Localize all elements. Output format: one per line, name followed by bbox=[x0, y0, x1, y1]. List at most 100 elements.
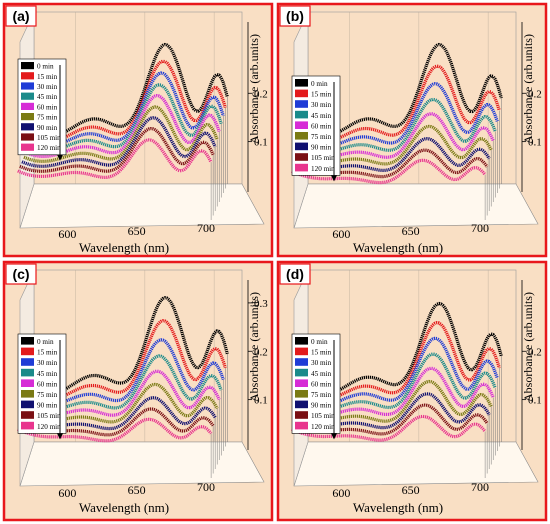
legend-label-8: 120 min bbox=[37, 423, 61, 431]
x-tick-label: 650 bbox=[128, 224, 146, 238]
legend-swatch-7 bbox=[21, 133, 34, 141]
legend-label-5: 75 min bbox=[311, 133, 332, 141]
legend-label-4: 60 min bbox=[311, 380, 332, 388]
legend-swatch-1 bbox=[21, 72, 34, 80]
legend-label-5: 75 min bbox=[37, 391, 58, 399]
x-tick-label: 600 bbox=[58, 486, 76, 500]
legend-label-5: 75 min bbox=[37, 114, 58, 122]
panel-label: (b) bbox=[286, 8, 304, 24]
series-line-6 bbox=[21, 116, 217, 168]
legend-swatch-5 bbox=[21, 113, 34, 121]
legend-swatch-2 bbox=[21, 358, 34, 366]
legend-swatch-4 bbox=[295, 379, 308, 387]
legend-swatch-1 bbox=[295, 347, 308, 356]
legend-swatch-8 bbox=[295, 163, 308, 172]
legend-label-1: 15 min bbox=[37, 349, 58, 357]
legend-label-3: 45 min bbox=[37, 370, 58, 378]
legend-swatch-7 bbox=[21, 411, 34, 419]
legend-swatch-8 bbox=[21, 421, 34, 430]
series-line-7 bbox=[19, 127, 215, 173]
y-tick-label: 0.1 bbox=[254, 395, 268, 407]
legend-label-7: 105 min bbox=[37, 134, 61, 142]
x-tick-label: 650 bbox=[402, 483, 420, 497]
y-axis-label: Absorbance (arb.units) bbox=[247, 292, 261, 402]
floor-plane bbox=[19, 441, 265, 487]
x-tick-label: 700 bbox=[197, 221, 215, 235]
legend-label-6: 90 min bbox=[311, 402, 332, 410]
x-tick-label: 700 bbox=[471, 221, 489, 235]
series-line-5 bbox=[23, 105, 219, 163]
legend-label-8: 120 min bbox=[37, 144, 61, 152]
legend-swatch-3 bbox=[295, 110, 308, 119]
panel-label-box bbox=[279, 263, 311, 285]
y-tick-label: 0.3 bbox=[254, 298, 268, 310]
x-axis-label: Wavelength (nm) bbox=[353, 240, 443, 255]
x-axis-label: Wavelength (nm) bbox=[79, 500, 169, 515]
floor-plane bbox=[19, 183, 265, 229]
trend-arrow-head bbox=[57, 154, 63, 161]
x-tick-label: 650 bbox=[402, 224, 420, 238]
panel-label: (a) bbox=[12, 8, 29, 24]
legend-label-6: 90 min bbox=[311, 144, 332, 152]
legend-swatch-3 bbox=[21, 92, 34, 100]
trend-arrow-head bbox=[57, 433, 63, 440]
series-line-8 bbox=[291, 414, 487, 442]
legend-swatch-6 bbox=[295, 400, 308, 409]
legend-swatch-8 bbox=[21, 143, 34, 151]
legend-label-3: 45 min bbox=[311, 370, 332, 378]
x-tick-label: 700 bbox=[197, 480, 215, 494]
legend-swatch-3 bbox=[295, 368, 308, 377]
legend-label-8: 120 min bbox=[311, 423, 335, 431]
series-line-0 bbox=[33, 296, 229, 397]
x-tick-label: 600 bbox=[58, 227, 76, 241]
series-line-8 bbox=[17, 138, 213, 179]
legend-label-0: 0 min bbox=[311, 80, 328, 88]
legend-swatch-7 bbox=[295, 153, 308, 161]
series-line-0 bbox=[33, 42, 229, 139]
legend-swatch-5 bbox=[295, 132, 308, 140]
legend-swatch-3 bbox=[21, 368, 34, 377]
legend-label-1: 15 min bbox=[311, 349, 332, 357]
x-tick-label: 700 bbox=[471, 480, 489, 494]
series-line-7 bbox=[293, 148, 489, 179]
y-axis-label: Absorbance (arb.units) bbox=[521, 292, 535, 402]
legend-swatch-2 bbox=[21, 82, 34, 90]
panel-label: (c) bbox=[12, 266, 29, 282]
legend-swatch-8 bbox=[295, 421, 308, 430]
legend-label-7: 105 min bbox=[37, 412, 61, 420]
legend-swatch-1 bbox=[295, 89, 308, 98]
legend-label-4: 60 min bbox=[37, 103, 58, 111]
x-axis-label: Wavelength (nm) bbox=[79, 240, 169, 255]
y-axis-label: Absorbance (arb.units) bbox=[521, 34, 535, 144]
legend-swatch-6 bbox=[21, 400, 34, 409]
legend-swatch-6 bbox=[295, 142, 308, 151]
legend-label-4: 60 min bbox=[311, 122, 332, 130]
legend-label-0: 0 min bbox=[37, 63, 54, 71]
legend-swatch-0 bbox=[295, 79, 308, 87]
legend-swatch-4 bbox=[21, 102, 34, 110]
x-tick-label: 650 bbox=[128, 483, 146, 497]
legend-label-2: 30 min bbox=[37, 83, 58, 91]
legend-label-6: 90 min bbox=[37, 124, 58, 132]
legend-label-2: 30 min bbox=[311, 101, 332, 109]
legend-swatch-2 bbox=[295, 358, 308, 366]
legend-label-2: 30 min bbox=[311, 359, 332, 367]
x-axis-label: Wavelength (nm) bbox=[353, 500, 443, 515]
legend-label-5: 75 min bbox=[311, 391, 332, 399]
y-tick-label: 0.2 bbox=[528, 88, 542, 100]
legend-label-1: 15 min bbox=[37, 73, 58, 81]
legend-label-4: 60 min bbox=[37, 380, 58, 388]
legend-label-3: 45 min bbox=[37, 93, 58, 101]
panel-label: (d) bbox=[286, 266, 304, 282]
panel-label-box bbox=[279, 5, 311, 27]
trend-arrow-head bbox=[331, 175, 337, 182]
y-axis-label: Absorbance (arb.units) bbox=[247, 34, 261, 144]
legend-label-8: 120 min bbox=[311, 165, 335, 173]
panel-label-box bbox=[5, 263, 37, 285]
legend-swatch-4 bbox=[21, 379, 34, 387]
